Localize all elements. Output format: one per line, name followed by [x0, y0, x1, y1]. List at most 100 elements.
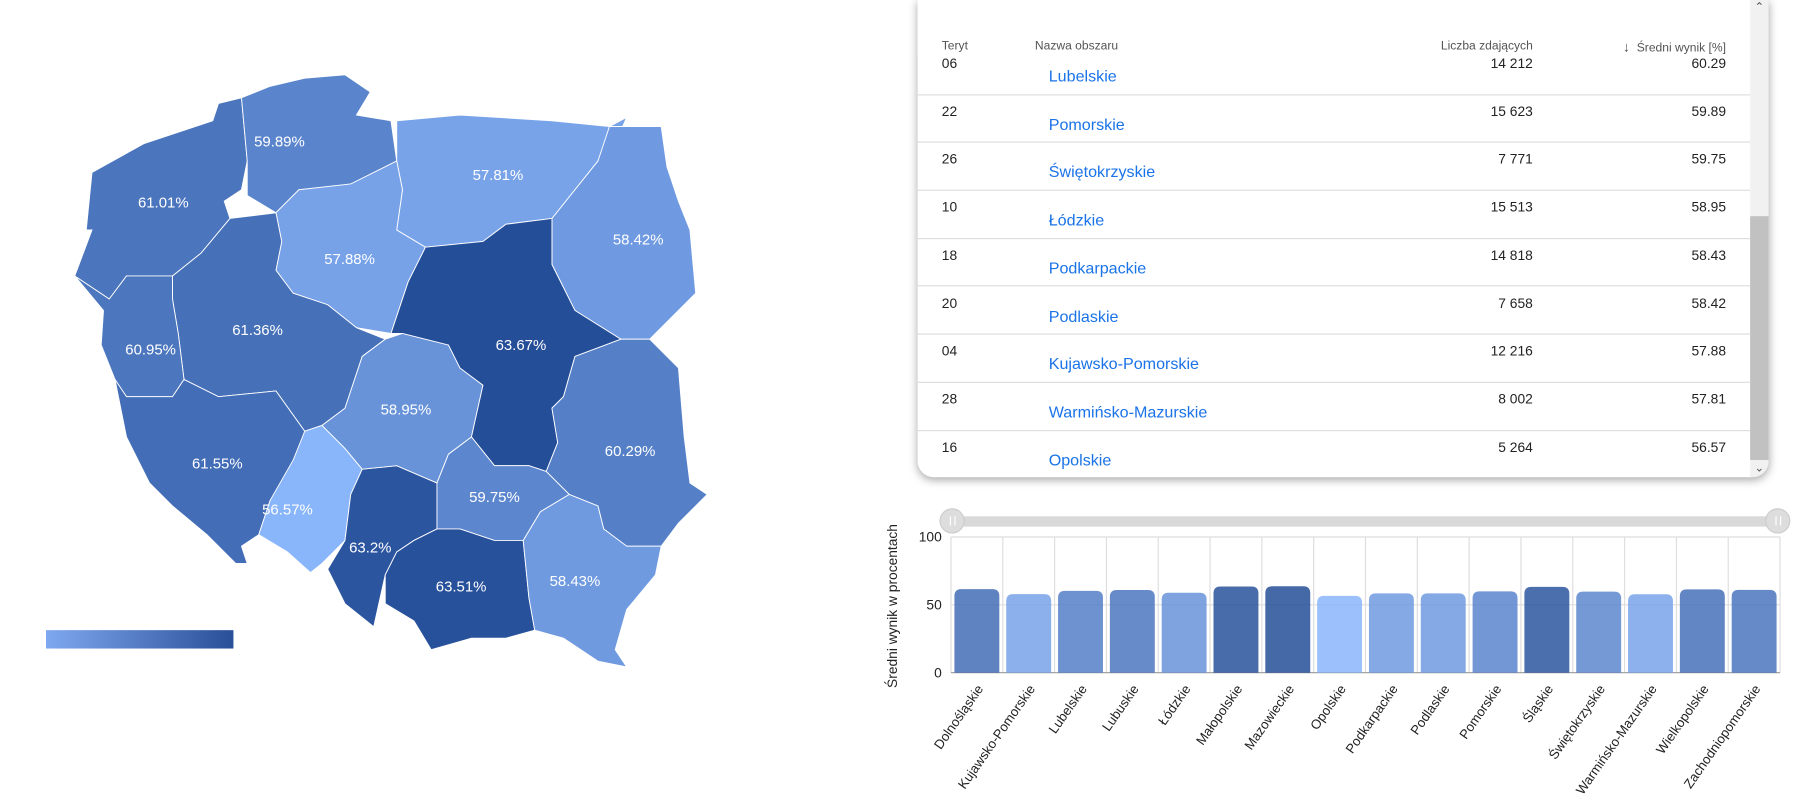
cell-name-link[interactable]: Pomorskie — [1048, 114, 1125, 134]
cell-name-link[interactable]: Podlaskie — [1048, 306, 1119, 325]
region-label: 56.57% — [262, 502, 313, 519]
cell-score: 58.42 — [1691, 294, 1726, 312]
header-count[interactable]: Liczba zdających — [1440, 39, 1533, 53]
region-label: 61.01% — [138, 194, 189, 211]
table-row[interactable]: 06 Lubelskie 14 212 60.29 — [917, 46, 1751, 96]
scrollbar-thumb[interactable] — [1750, 216, 1769, 460]
region-label: 60.95% — [125, 342, 176, 359]
y-axis-label: Średni wynik w procentach — [883, 524, 900, 688]
region-label: 58.95% — [381, 401, 432, 418]
y-tick-0: 0 — [934, 665, 942, 680]
scroll-up-icon[interactable]: ⌃ — [1754, 1, 1765, 14]
table-row[interactable]: 20 Podlaskie 7 658 58.42 — [917, 286, 1751, 335]
table-row[interactable]: 16 Opolskie 5 264 56.57 — [918, 430, 1751, 478]
cell-name-link[interactable]: Opolskie — [1048, 450, 1112, 469]
x-tick-label: Małopolskie — [1193, 682, 1245, 748]
header-teryt[interactable]: Teryt — [941, 39, 968, 53]
bar-lubelskie[interactable] — [1058, 590, 1103, 673]
bar-podkarpackie[interactable] — [1368, 593, 1414, 673]
x-tick-label: Pomorskie — [1456, 682, 1504, 742]
region-label: 58.42% — [613, 231, 664, 248]
cell-name-link[interactable]: Świętokrzyskie — [1048, 162, 1156, 181]
cell-teryt: 06 — [941, 55, 958, 72]
bar-wielkopolskie[interactable] — [1679, 589, 1725, 673]
cell-score: 59.75 — [1691, 151, 1726, 168]
x-tick-label: Dolnośląskie — [931, 682, 986, 752]
x-tick-label: Opolskie — [1307, 682, 1349, 733]
range-slider-right-handle[interactable] — [1765, 508, 1791, 534]
cell-name-link[interactable]: Warmińsko-Mazurskie — [1048, 402, 1208, 421]
x-tick-label: Podlaskie — [1407, 682, 1452, 738]
bar-świętokrzyskie[interactable] — [1576, 591, 1622, 673]
region-label: 63.51% — [436, 579, 487, 596]
cell-score: 56.57 — [1691, 438, 1726, 455]
region-podkarpackie[interactable] — [522, 493, 662, 668]
cell-teryt: 10 — [941, 199, 958, 216]
cell-teryt: 26 — [941, 151, 958, 168]
cell-count: 8 002 — [1498, 390, 1533, 407]
cell-score: 58.43 — [1691, 246, 1726, 264]
table-row[interactable]: 04 Kujawsko-Pomorskie 12 216 57.88 — [917, 334, 1751, 383]
region-label: 63.2% — [349, 539, 391, 556]
cell-name-link[interactable]: Lubelskie — [1048, 66, 1117, 86]
cell-score: 60.29 — [1691, 55, 1726, 72]
scroll-down-icon[interactable]: ⌄ — [1754, 462, 1765, 475]
cell-count: 5 264 — [1498, 438, 1533, 455]
table-row[interactable]: 10 Łódzkie 15 513 58.95 — [917, 190, 1751, 239]
y-tick-100: 100 — [919, 530, 942, 545]
region-label: 57.81% — [473, 167, 524, 184]
header-score-label: Średni wynik [%] — [1636, 41, 1726, 56]
bar-kujawsko-pomorskie[interactable] — [1006, 594, 1052, 673]
cell-count: 15 623 — [1490, 103, 1533, 120]
region-label: 60.29% — [605, 443, 656, 460]
bar-małopolskie[interactable] — [1213, 586, 1259, 673]
bar-chart: 100 50 0 Średni wynik w procentach Dolno… — [883, 524, 1781, 795]
y-tick-50: 50 — [926, 597, 942, 612]
bar-łódzkie[interactable] — [1161, 592, 1207, 673]
bar-mazowieckie[interactable] — [1265, 586, 1311, 673]
header-score[interactable]: ↓ Średni wynik [%] — [1623, 39, 1726, 55]
cell-count: 14 818 — [1490, 246, 1533, 264]
poland-choropleth-map: 61.01% 59.89% 57.81% 58.42% 57.88% 61.36… — [74, 74, 708, 668]
bar-warmińsko-mazurskie[interactable] — [1628, 594, 1673, 673]
table-row[interactable]: 18 Podkarpackie 14 818 58.43 — [917, 238, 1751, 287]
region-label: 59.75% — [469, 489, 520, 506]
table-header: Teryt Nazwa obszaru Liczba zdających ↓ Śr… — [917, 0, 1751, 57]
cell-name-link[interactable]: Łódzkie — [1048, 210, 1105, 229]
range-slider-left-handle[interactable] — [939, 508, 965, 534]
x-tick-label: Lubuskie — [1099, 682, 1142, 734]
results-table-body: 06 Lubelskie 14 212 60.29 22 Pomorskie 15… — [917, 0, 1751, 478]
x-tick-label: Śląskie — [1519, 682, 1556, 726]
cell-name-link[interactable]: Kujawsko-Pomorskie — [1048, 354, 1200, 373]
region-label: 63.67% — [496, 337, 547, 354]
bar-opolskie[interactable] — [1317, 595, 1363, 673]
cell-score: 57.88 — [1691, 342, 1726, 359]
cell-teryt: 18 — [941, 246, 958, 264]
bar-pomorskie[interactable] — [1472, 591, 1518, 673]
cell-teryt: 04 — [941, 342, 958, 359]
table-scrollbar[interactable]: ⌃ ⌄ — [1750, 0, 1769, 478]
table-row[interactable]: 28 Warmińsko-Mazurskie 8 002 57.81 — [917, 382, 1751, 431]
cell-count: 7 771 — [1498, 151, 1533, 168]
table-row[interactable]: 22 Pomorskie 15 623 59.89 — [917, 94, 1751, 144]
sort-desc-arrow-icon: ↓ — [1622, 39, 1630, 56]
bar-lubuskie[interactable] — [1109, 589, 1155, 673]
region-label: 61.55% — [192, 456, 243, 473]
cell-name-link[interactable]: Podkarpackie — [1048, 258, 1147, 277]
cell-teryt: 22 — [941, 103, 958, 120]
range-slider-track[interactable] — [952, 516, 1778, 527]
bar-zachodniopomorskie[interactable] — [1731, 589, 1777, 673]
region-lubuskie[interactable] — [74, 275, 185, 398]
table-row[interactable]: 26 Świętokrzyskie 7 771 59.75 — [917, 142, 1751, 191]
x-tick-label: Łódzkie — [1155, 682, 1193, 728]
cell-teryt: 20 — [941, 294, 958, 312]
region-label: 57.88% — [324, 251, 375, 268]
bar-podlaskie[interactable] — [1420, 593, 1466, 673]
x-tick-label: Podkarpackie — [1343, 682, 1401, 756]
cell-score: 59.89 — [1691, 103, 1726, 120]
bar-śląskie[interactable] — [1524, 586, 1570, 673]
header-name[interactable]: Nazwa obszaru — [1034, 39, 1119, 53]
bar-dolnośląskie[interactable] — [954, 589, 1000, 673]
x-tick-label: Lubelskie — [1046, 682, 1090, 736]
